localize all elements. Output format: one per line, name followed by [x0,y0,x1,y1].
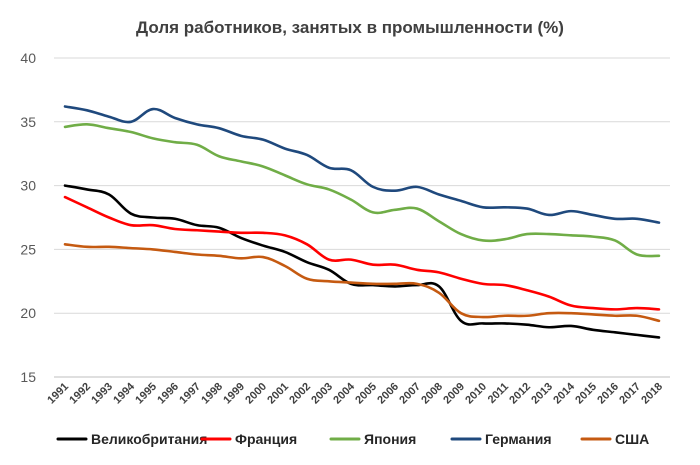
series-line-4 [63,105,661,224]
y-tick-label: 35 [20,114,36,130]
x-tick-label: 2001 [265,381,291,407]
x-tick-label: 2008 [419,381,445,407]
x-tick-label: 2017 [617,381,643,407]
series-line-3 [63,123,661,258]
x-tick-label: 2004 [331,380,357,406]
x-tick-label: 2003 [309,381,335,407]
x-tick-label: 2016 [595,381,621,407]
y-axis-ticks: 15 20 25 30 35 40 [20,50,36,385]
y-tick-label: 40 [20,50,36,66]
series-line-1 [63,184,661,339]
y-tick-label: 25 [20,241,36,257]
series-lines [63,105,661,339]
x-tick-label: 1998 [199,381,225,407]
x-tick-label: 1991 [45,381,71,407]
x-tick-label: 2018 [639,381,665,407]
x-tick-label: 1997 [177,381,203,407]
series-line-5 [63,243,661,323]
x-tick-label: 2015 [573,381,599,407]
legend-label: Япония [364,431,416,447]
legend-label: Франция [235,431,297,447]
x-tick-label: 2007 [397,381,423,407]
chart-title: Доля работников, занятых в промышленност… [136,18,564,37]
x-tick-label: 2002 [287,381,313,407]
x-tick-label: 2010 [463,381,489,407]
legend-label: Великобритания [91,431,207,447]
x-axis-ticks: 1991199219931994199519961997199819992000… [45,380,665,406]
y-tick-label: 20 [20,305,36,321]
x-tick-label: 1992 [67,381,93,407]
x-tick-label: 2000 [243,381,269,407]
x-tick-label: 2011 [486,381,511,406]
x-tick-label: 2014 [551,380,577,406]
y-tick-label: 15 [20,369,36,385]
y-tick-label: 30 [20,178,36,194]
legend-label: США [615,431,649,447]
x-tick-label: 2009 [441,381,467,407]
x-tick-label: 2005 [353,381,379,407]
x-tick-label: 1999 [221,381,247,407]
x-tick-label: 2006 [375,381,401,407]
x-tick-label: 2012 [507,381,533,407]
x-tick-label: 1995 [133,381,159,407]
legend-label: Германия [485,431,552,447]
x-tick-label: 1993 [89,381,115,407]
legend: Великобритания Франция Япония Германия США [56,431,649,447]
series-line-2 [63,195,661,311]
x-tick-label: 1994 [111,380,137,406]
x-tick-label: 2013 [529,381,555,407]
x-tick-label: 1996 [155,381,181,407]
